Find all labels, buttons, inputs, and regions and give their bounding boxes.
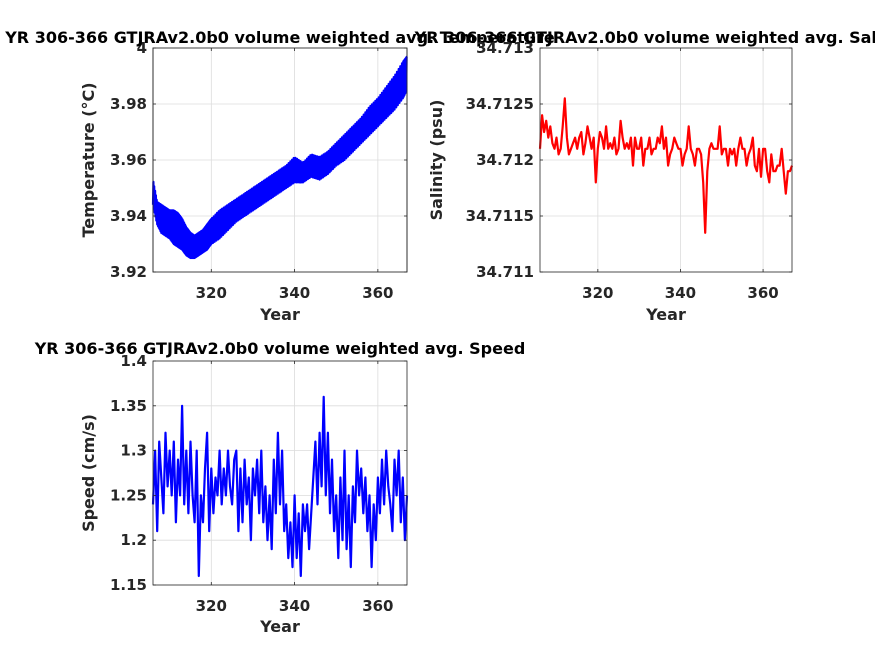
temperature-ylabel: Temperature (°C): [79, 82, 98, 237]
temperature-panel: 320 340 360 3.92 3.94 3.96 3.98 4 YR 306-366 GT…: [4, 28, 555, 324]
salinity-ylabel: Salinity (psu): [427, 100, 446, 221]
temp-ytick-label: 3.94: [110, 207, 147, 225]
speed-ytick-label: 1.2: [120, 531, 147, 549]
speed-ticks: 320 340 360 1.15 1.2 1.25 1.3 1.35 1.4: [110, 352, 407, 615]
temp-xtick-label: 360: [362, 284, 393, 302]
temp-ytick-label: 3.96: [110, 151, 147, 169]
salt-ytick-label: 34.711: [476, 263, 534, 281]
speed-series: [151, 395, 409, 578]
temp-xtick-label: 340: [279, 284, 310, 302]
speed-ytick-label: 1.3: [120, 442, 147, 460]
temp-ytick-label: 3.98: [110, 95, 147, 113]
salt-ytick-label: 34.712: [476, 151, 534, 169]
speed-xlabel: Year: [259, 617, 300, 636]
salt-ytick-label: 34.7125: [466, 95, 534, 113]
speed-xtick-label: 320: [196, 597, 227, 615]
temperature-title: YR 306-366 GTJRAv2.0b0 volume weighted a…: [4, 28, 555, 47]
salinity-ticks: 320 340 360 34.711 34.7115 34.712 34.7125 34.71…: [466, 39, 792, 302]
salt-xtick-label: 320: [582, 284, 613, 302]
salinity-title: YR 306-366 GTJRAv2.0b0 volume weighted a…: [414, 28, 875, 47]
salt-ytick-label: 34.7115: [466, 207, 534, 225]
salinity-series: [538, 97, 794, 234]
speed-title: YR 306-366 GTJRAv2.0b0 volume weighted a…: [34, 339, 526, 358]
temp-xtick-label: 320: [196, 284, 227, 302]
salt-xtick-label: 360: [747, 284, 778, 302]
temp-ytick-label: 4: [137, 39, 147, 57]
salinity-panel: 320 340 360 34.711 34.7115 34.712 34.7125 34.71…: [414, 28, 875, 324]
speed-panel: 320 340 360 1.15 1.2 1.25 1.3 1.35 1.4 YR 306-36…: [34, 339, 526, 636]
speed-xtick-label: 340: [279, 597, 310, 615]
speed-xtick-label: 360: [362, 597, 393, 615]
speed-ytick-label: 1.15: [110, 576, 147, 594]
speed-line: [151, 395, 409, 578]
salt-xtick-label: 340: [665, 284, 696, 302]
temp-line: [151, 55, 408, 260]
speed-ytick-label: 1.35: [110, 397, 147, 415]
temperature-series: [151, 55, 408, 260]
salt-ytick-label: 34.713: [476, 39, 534, 57]
salt-line: [538, 97, 794, 234]
temperature-ticks: 320 340 360 3.92 3.94 3.96 3.98 4: [110, 39, 407, 302]
speed-ytick-label: 1.4: [120, 352, 147, 370]
salinity-xlabel: Year: [645, 305, 686, 324]
speed-ylabel: Speed (cm/s): [79, 414, 98, 532]
temp-ytick-label: 3.92: [110, 263, 147, 281]
speed-axes-frame: [152, 360, 408, 586]
speed-ytick-label: 1.25: [110, 486, 147, 504]
temperature-xlabel: Year: [259, 305, 300, 324]
